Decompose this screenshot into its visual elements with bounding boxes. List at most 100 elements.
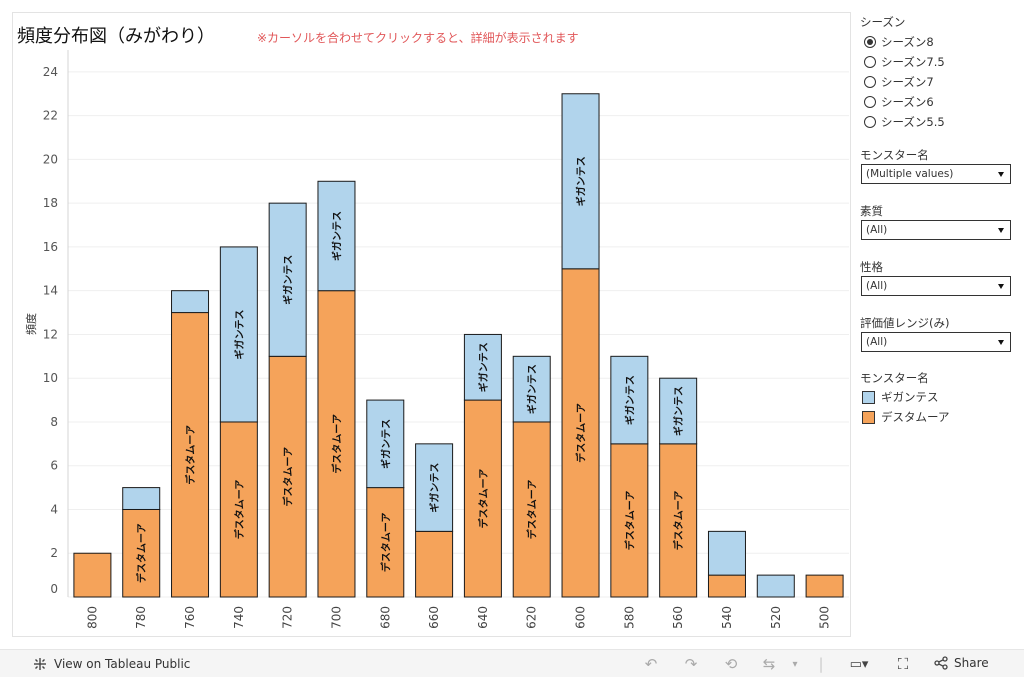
nature-filter-dropdown[interactable]: (All): [861, 276, 1011, 296]
view-on-tableau-link[interactable]: View on Tableau Public: [32, 656, 190, 672]
bar-segment[interactable]: [415, 530, 454, 598]
season-option-label: シーズン8: [881, 35, 934, 49]
bar-segment[interactable]: [756, 574, 795, 598]
fullscreen-icon[interactable]: ⛶: [897, 655, 909, 673]
y-tick-label: 16: [43, 240, 58, 254]
bar-segment-label: デスタムーア: [672, 491, 685, 551]
bar-segment[interactable]: [317, 290, 356, 598]
bar-segment-label: ギガンテス: [575, 156, 588, 206]
monster-filter-dropdown[interactable]: (Multiple values): [861, 164, 1011, 184]
legend-swatch: [862, 410, 875, 424]
quality-filter-value: (All): [866, 224, 888, 236]
view-on-tableau-label: View on Tableau Public: [54, 657, 191, 671]
bar-segment-label: デスタムーア: [135, 523, 148, 583]
bar-segment-label: デスタムーア: [575, 403, 588, 463]
season-option-label: シーズン6: [881, 95, 934, 109]
bar-segment[interactable]: [463, 333, 502, 401]
undo-icon[interactable]: ↶: [644, 655, 658, 673]
bar-segment-label: ギガンテス: [379, 419, 392, 469]
x-tick-label: 740: [232, 606, 246, 629]
y-tick-label: 18: [43, 196, 58, 210]
legend-item-0[interactable]: ギガンテス: [862, 389, 939, 405]
bar-segment-label: デスタムーア: [526, 480, 539, 540]
bar-segment-label: デスタムーア: [477, 469, 490, 529]
season-option-1[interactable]: シーズン7.5: [864, 54, 945, 70]
bar-segment[interactable]: [268, 202, 307, 357]
nature-filter-title: 性格: [860, 260, 883, 274]
range-filter-dropdown[interactable]: (All): [861, 332, 1011, 352]
y-tick-label: 8: [50, 415, 58, 429]
toolbar-divider: |: [818, 655, 824, 673]
bar-segment[interactable]: [219, 246, 258, 423]
bar-segment[interactable]: [73, 552, 112, 598]
x-tick-label: 620: [525, 606, 539, 629]
bar-segment-label: ギガンテス: [672, 386, 685, 436]
season-option-label: シーズン7: [881, 75, 934, 89]
y-tick-label: 4: [50, 502, 58, 516]
bar-segment[interactable]: [512, 421, 551, 598]
season-option-2[interactable]: シーズン7: [864, 74, 934, 90]
quality-filter-title: 素質: [860, 204, 883, 218]
bar-segment[interactable]: [707, 574, 746, 598]
monster-filter-title: モンスター名: [860, 148, 929, 162]
bar-segment[interactable]: [122, 487, 161, 510]
x-tick-label: 700: [329, 606, 343, 629]
share-button[interactable]: Share: [934, 656, 989, 670]
stacked-bar-chart: 024681012141618202224頻度800デスタムーア780デスタムー…: [24, 50, 849, 629]
legend-label: ギガンテス: [881, 390, 939, 404]
dropdown-arrow-icon: [998, 284, 1004, 289]
x-tick-label: 600: [574, 606, 588, 629]
dropdown-arrow-icon: [998, 340, 1004, 345]
bar-segment[interactable]: [512, 355, 551, 423]
bar-segment[interactable]: [171, 312, 210, 598]
quality-filter-dropdown[interactable]: (All): [861, 220, 1011, 240]
bar-segment-label: デスタムーア: [233, 480, 246, 540]
device-preview-icon[interactable]: ▭▾: [849, 656, 869, 672]
x-tick-label: 640: [476, 606, 490, 629]
bar-segment[interactable]: [415, 443, 454, 532]
bar-segment[interactable]: [219, 421, 258, 598]
bar-segment-label: デスタムーア: [379, 512, 392, 572]
bar-segment[interactable]: [707, 530, 746, 576]
bar-segment[interactable]: [317, 180, 356, 292]
bar-segment-label: デスタムーア: [623, 491, 636, 551]
bar-segment[interactable]: [610, 443, 649, 598]
season-option-4[interactable]: シーズン5.5: [864, 114, 945, 130]
bar-segment-label: ギガンテス: [428, 463, 441, 513]
bar-segment[interactable]: [805, 574, 844, 598]
bar-segment[interactable]: [610, 355, 649, 445]
radio-icon: [864, 56, 876, 68]
y-tick-label: 2: [50, 546, 58, 560]
redo-icon[interactable]: ↷: [684, 655, 698, 673]
bar-segment[interactable]: [659, 443, 698, 598]
bar-segment[interactable]: [463, 399, 502, 598]
x-tick-label: 560: [671, 606, 685, 629]
bar-segment[interactable]: [561, 93, 600, 270]
season-option-label: シーズン5.5: [881, 115, 945, 129]
range-filter-value: (All): [866, 336, 888, 348]
dropdown-arrow-icon: [998, 172, 1004, 177]
x-tick-label: 660: [427, 606, 441, 629]
season-option-3[interactable]: シーズン6: [864, 94, 934, 110]
pause-dropdown-icon[interactable]: ▾: [792, 658, 798, 670]
bar-segment[interactable]: [561, 268, 600, 598]
share-label: Share: [954, 656, 989, 670]
y-tick-label: 24: [43, 65, 58, 79]
share-icon: [934, 656, 948, 670]
refresh-icon[interactable]: ⇆: [762, 655, 776, 673]
bar-segment[interactable]: [122, 508, 161, 598]
bar-segment[interactable]: [366, 399, 405, 489]
bar-segment[interactable]: [268, 355, 307, 598]
bar-segment[interactable]: [659, 377, 698, 445]
legend-item-1[interactable]: デスタムーア: [862, 409, 950, 425]
bar-segment-label: デスタムーア: [330, 414, 343, 474]
season-option-0[interactable]: シーズン8: [864, 34, 934, 50]
y-tick-label: 20: [43, 152, 58, 166]
revert-icon[interactable]: ⟲: [724, 655, 738, 673]
y-tick-label: 10: [43, 371, 58, 385]
radio-icon: [864, 116, 876, 128]
y-axis-label: 頻度: [24, 313, 38, 335]
bar-segment-label: ギガンテス: [477, 342, 490, 392]
bar-segment[interactable]: [171, 290, 210, 314]
bar-segment-label: ギガンテス: [233, 309, 246, 359]
